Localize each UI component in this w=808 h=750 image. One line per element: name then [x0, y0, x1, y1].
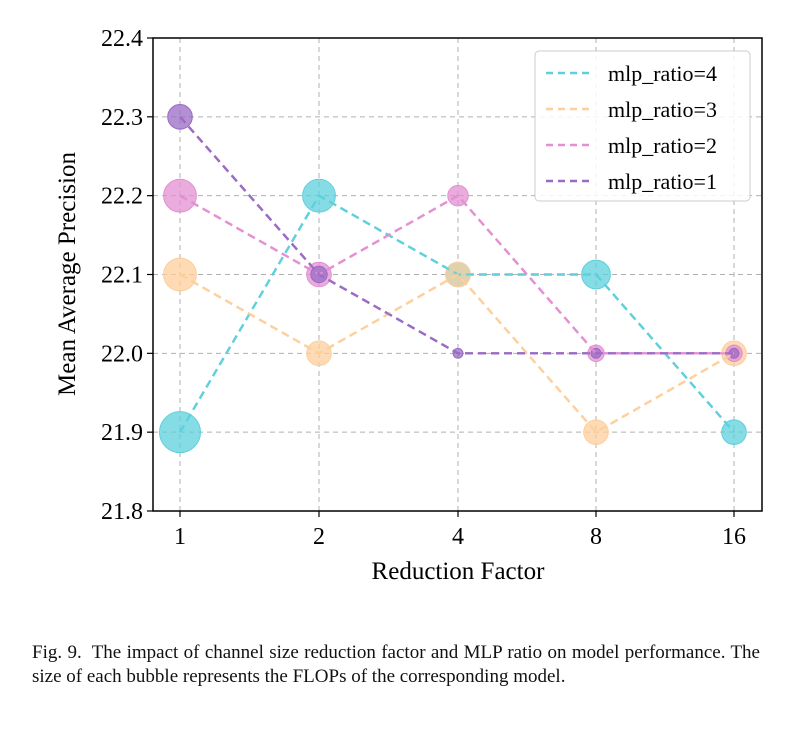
x-axis-ticks: 1 2 4 8 16 [174, 511, 746, 550]
x-axis-label: Reduction Factor [372, 558, 546, 585]
y-tick-label: 22.0 [101, 341, 143, 367]
y-tick-label: 21.9 [101, 420, 143, 446]
y-axis-label: Mean Average Precision [54, 152, 81, 396]
bubble-chart: 21.8 21.9 22.0 22.1 22.2 22.3 22.4 1 2 4 8 16 Redu… [54, 26, 763, 585]
legend: mlp_ratio=4 mlp_ratio=3 mlp_ratio=2 mlp_rat… [534, 50, 751, 202]
x-tick-label: 4 [452, 524, 464, 550]
x-tick-label: 16 [722, 524, 746, 550]
x-tick-label: 2 [313, 524, 325, 550]
caption-label: Fig. 9. [32, 642, 82, 663]
data-bubble [167, 104, 193, 130]
legend-label: mlp_ratio=3 [608, 97, 717, 122]
y-axis-ticks: 21.8 21.9 22.0 22.1 22.2 22.3 22.4 [101, 26, 153, 525]
y-tick-label: 22.4 [101, 26, 143, 52]
series-line-overlay [179, 273, 735, 434]
series-line [178, 194, 735, 433]
series-line-overlay [179, 194, 735, 433]
caption-text: The impact of channel size reduction fac… [32, 642, 760, 687]
legend-label: mlp_ratio=2 [608, 133, 717, 158]
x-tick-label: 1 [174, 524, 186, 550]
legend-label: mlp_ratio=1 [608, 169, 717, 194]
x-tick-label: 8 [590, 524, 602, 550]
y-tick-label: 21.8 [101, 499, 143, 525]
y-tick-label: 22.1 [101, 263, 143, 289]
legend-box [534, 50, 751, 202]
figure-caption: Fig. 9. The impact of channel size reduct… [32, 641, 760, 689]
y-tick-label: 22.2 [101, 184, 143, 210]
legend-label: mlp_ratio=4 [608, 61, 717, 86]
series-line-overlay [179, 116, 734, 355]
data-bubble [583, 419, 609, 445]
bubbles [159, 104, 747, 454]
y-tick-label: 22.3 [101, 105, 143, 131]
